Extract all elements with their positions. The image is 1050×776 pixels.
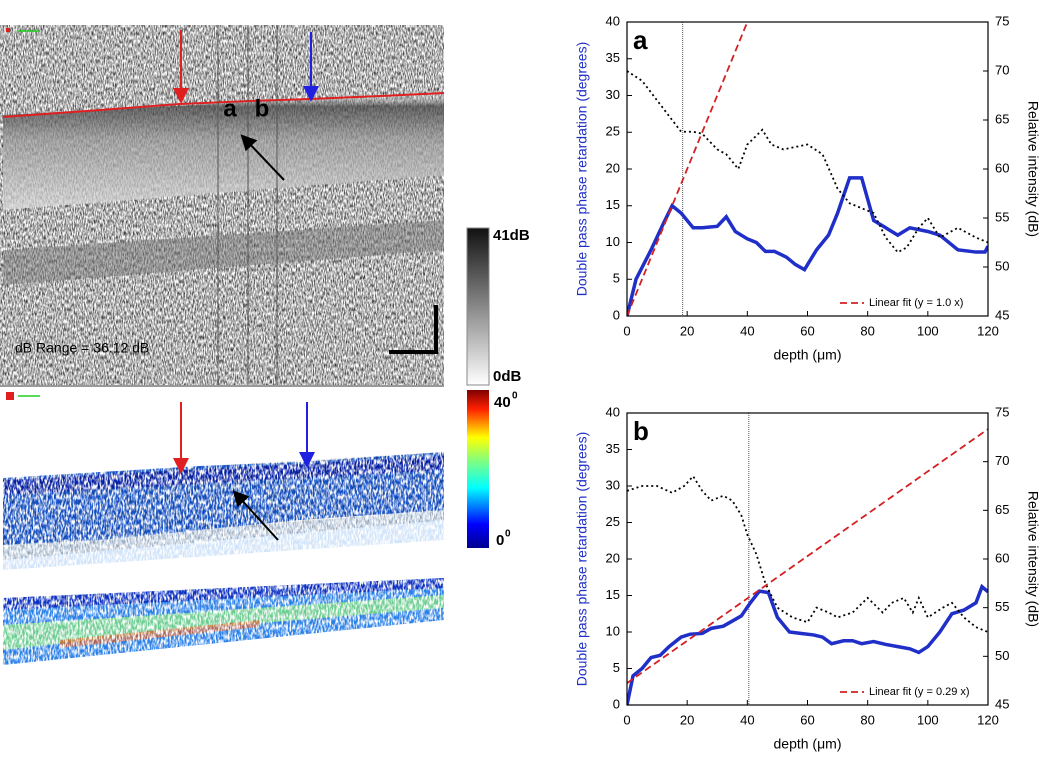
series-line <box>627 176 988 316</box>
series-line <box>627 428 988 684</box>
y2-tick-label: 55 <box>995 209 1009 224</box>
series-line <box>627 474 988 633</box>
y-tick-label: 0 <box>613 696 620 711</box>
y2-tick-label: 60 <box>995 550 1009 565</box>
intensity-image: a b dB Range = 36.12 dB <box>0 25 445 387</box>
legend-label: Linear fit (y = 0.29 x) <box>869 686 970 698</box>
x-tick-label: 40 <box>740 323 754 338</box>
x-tick-label: 120 <box>977 712 999 727</box>
x-tick-label: 20 <box>680 712 694 727</box>
plot-frame <box>626 412 989 706</box>
chart: 0 20 40 60 80 100 120 0 5 10 15 20 25 30 35 40 45 50 55 60 6… <box>574 404 1042 751</box>
y2-axis-label: Relative intensity (dB) <box>1025 491 1041 627</box>
y2-tick-label: 70 <box>995 453 1009 468</box>
plot-frame <box>626 21 989 317</box>
y2-tick-label: 75 <box>995 13 1009 28</box>
x-tick-label: 100 <box>917 323 939 338</box>
jet-min-sup: 0 <box>505 529 511 540</box>
y2-tick-label: 75 <box>995 404 1009 419</box>
x-axis-label: depth (μm) <box>774 736 842 752</box>
y2-axis-label: Relative intensity (dB) <box>1025 101 1041 237</box>
y-axis-label: Double pass phase retardation (degrees) <box>574 42 590 297</box>
y2-tick-label: 45 <box>995 696 1009 711</box>
x-tick-label: 0 <box>623 323 630 338</box>
panel-label: a <box>633 25 648 55</box>
y2-tick-label: 55 <box>995 599 1009 614</box>
x-tick-label: 80 <box>860 323 874 338</box>
x-tick-label: 120 <box>977 323 999 338</box>
jet-min: 0 <box>496 532 504 549</box>
y-tick-label: 0 <box>613 307 620 322</box>
series-line <box>627 583 988 705</box>
series-line <box>627 70 988 254</box>
x-tick-label: 60 <box>800 323 814 338</box>
x-tick-label: 100 <box>917 712 939 727</box>
label-b: b <box>255 95 270 122</box>
panel-label: b <box>633 416 649 446</box>
y-tick-label: 30 <box>606 477 620 492</box>
y2-tick-label: 45 <box>995 307 1009 322</box>
y-tick-label: 40 <box>606 404 620 419</box>
y-tick-label: 10 <box>606 623 620 638</box>
y-tick-label: 5 <box>613 271 620 286</box>
chart: 0 20 40 60 80 100 120 0 5 10 15 20 25 30 35 40 45 50 55 60 6… <box>574 13 1042 362</box>
y-tick-label: 25 <box>606 124 620 139</box>
y2-tick-label: 65 <box>995 502 1009 517</box>
jet-max: 40 <box>494 394 511 411</box>
y-tick-label: 35 <box>606 50 620 65</box>
y-tick-label: 20 <box>606 550 620 565</box>
label-a: a <box>223 95 237 122</box>
x-tick-label: 80 <box>860 712 874 727</box>
y-axis-label: Double pass phase retardation (degrees) <box>574 432 590 687</box>
y-tick-label: 40 <box>606 13 620 28</box>
y-tick-label: 35 <box>606 441 620 456</box>
y-tick-label: 5 <box>613 660 620 675</box>
gray-min: 0dB <box>493 368 522 385</box>
x-tick-label: 40 <box>740 712 754 727</box>
y2-tick-label: 60 <box>995 160 1009 175</box>
colorbars: 41dB 0dB 40 0 0 0 <box>466 227 530 549</box>
legend-label: Linear fit (y = 1.0 x) <box>869 297 963 309</box>
x-tick-label: 60 <box>800 712 814 727</box>
x-axis-label: depth (μm) <box>774 347 842 363</box>
retardation-image <box>0 392 444 685</box>
y2-tick-label: 50 <box>995 648 1009 663</box>
y-tick-label: 10 <box>606 234 620 249</box>
y-tick-label: 15 <box>606 587 620 602</box>
jet-max-sup: 0 <box>512 391 518 402</box>
y-tick-label: 30 <box>606 87 620 102</box>
db-range: dB Range = 36.12 dB <box>15 340 149 356</box>
x-tick-label: 20 <box>680 323 694 338</box>
y-tick-label: 20 <box>606 160 620 175</box>
y-tick-label: 15 <box>606 197 620 212</box>
x-tick-label: 0 <box>623 712 630 727</box>
y2-tick-label: 70 <box>995 62 1009 77</box>
y2-tick-label: 50 <box>995 258 1009 273</box>
gray-max: 41dB <box>493 227 530 244</box>
series-line <box>627 22 749 316</box>
y2-tick-label: 65 <box>995 111 1009 126</box>
y-tick-label: 25 <box>606 514 620 529</box>
